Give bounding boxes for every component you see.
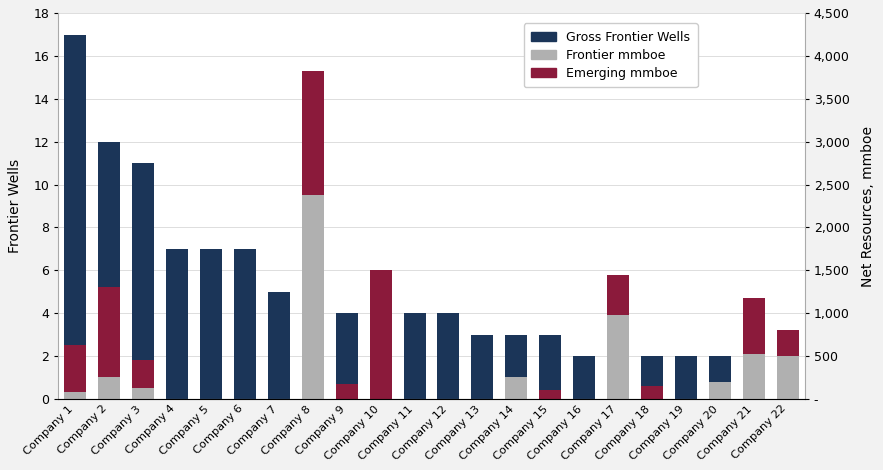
Bar <box>302 313 324 399</box>
Bar <box>98 287 120 377</box>
Bar <box>743 298 765 354</box>
Bar <box>573 356 595 399</box>
Bar <box>675 356 697 399</box>
Bar <box>132 360 155 388</box>
Bar <box>607 315 629 399</box>
Bar <box>64 35 87 399</box>
Bar <box>743 354 765 399</box>
Bar <box>234 249 256 399</box>
Bar <box>336 313 358 399</box>
Bar <box>641 356 663 399</box>
Bar <box>607 356 629 399</box>
Bar <box>505 377 527 399</box>
Bar <box>743 377 765 399</box>
Bar <box>709 382 731 399</box>
Bar <box>98 142 120 399</box>
Bar <box>472 335 494 399</box>
Bar <box>64 392 87 399</box>
Bar <box>641 386 663 399</box>
Bar <box>336 384 358 399</box>
Bar <box>132 388 155 399</box>
Bar <box>370 270 392 399</box>
Bar <box>607 274 629 315</box>
Bar <box>166 249 188 399</box>
Legend: Gross Frontier Wells, Frontier mmboe, Emerging mmboe: Gross Frontier Wells, Frontier mmboe, Em… <box>524 24 698 87</box>
Bar <box>404 313 426 399</box>
Bar <box>709 356 731 399</box>
Bar <box>505 335 527 399</box>
Y-axis label: Frontier Wells: Frontier Wells <box>8 159 22 253</box>
Y-axis label: Net Resources, mmboe: Net Resources, mmboe <box>861 125 875 287</box>
Bar <box>370 313 392 399</box>
Bar <box>268 292 290 399</box>
Bar <box>437 313 459 399</box>
Bar <box>540 390 562 399</box>
Bar <box>777 356 799 399</box>
Bar <box>540 335 562 399</box>
Bar <box>132 163 155 399</box>
Bar <box>302 196 324 399</box>
Bar <box>64 345 87 392</box>
Bar <box>777 377 799 399</box>
Bar <box>302 71 324 196</box>
Bar <box>200 249 222 399</box>
Bar <box>777 330 799 356</box>
Bar <box>98 377 120 399</box>
